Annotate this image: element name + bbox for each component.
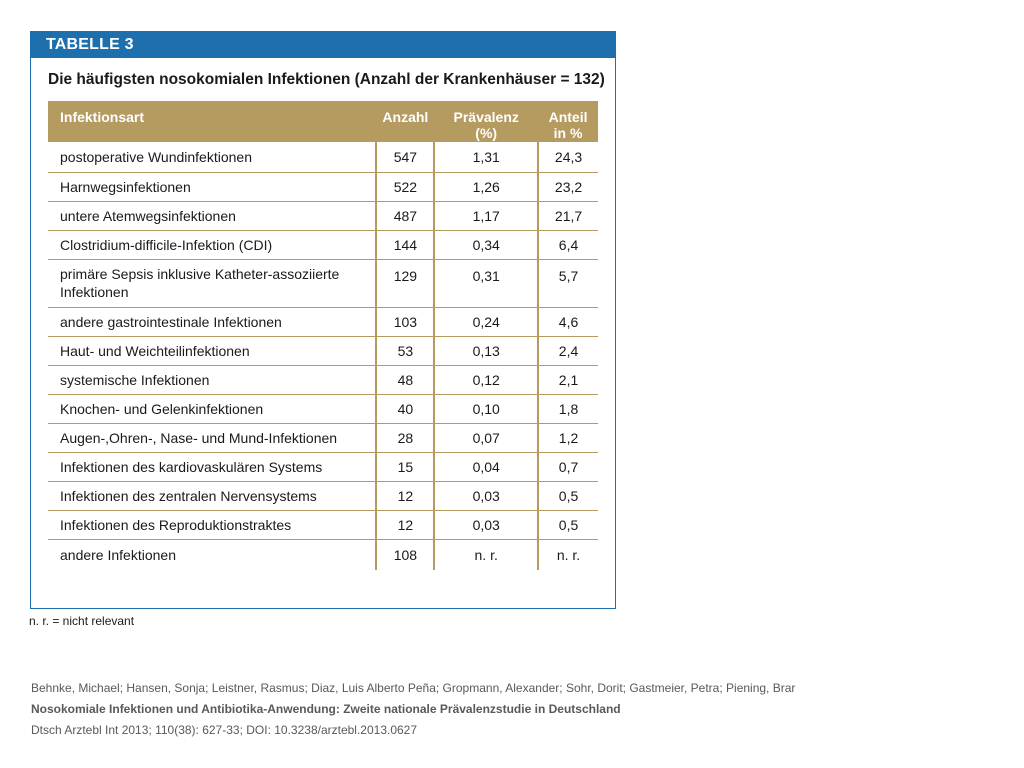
table-row: andere gastrointestinale Infektionen 103… (48, 307, 598, 337)
cell-infektionsart: systemische Infektionen (48, 365, 377, 395)
cell-infektionsart: postoperative Wundinfektionen (48, 142, 377, 173)
cell-anzahl: 144 (375, 230, 435, 260)
cell-praevalenz: 0,03 (433, 510, 539, 540)
cell-praevalenz: 1,31 (433, 142, 539, 173)
table-row: Infektionen des zentralen Nervensystems … (48, 481, 598, 511)
cell-anteil: 2,1 (537, 365, 598, 395)
table-row: systemische Infektionen 48 0,12 2,1 (48, 365, 598, 395)
cell-anzahl: 547 (375, 142, 435, 173)
cell-infektionsart: andere gastrointestinale Infektionen (48, 307, 377, 337)
cell-anteil: 0,7 (537, 452, 598, 482)
cell-anteil: 1,2 (537, 423, 598, 453)
header-praevalenz: Prävalenz (%) (434, 101, 539, 142)
cell-anteil: 0,5 (537, 510, 598, 540)
cell-praevalenz: 0,13 (433, 336, 539, 366)
table-header-row: Infektionsart Anzahl Prävalenz (%) Antei… (48, 101, 598, 142)
citation-title: Nosokomiale Infektionen und Antibiotika-… (31, 702, 621, 716)
infections-table: Infektionsart Anzahl Prävalenz (%) Antei… (48, 101, 598, 570)
table-row: postoperative Wundinfektionen 547 1,31 2… (48, 142, 598, 173)
header-praevalenz-line1: Prävalenz (453, 109, 519, 125)
cell-praevalenz: 1,17 (433, 201, 539, 231)
table-row: Clostridium-difficile-Infektion (CDI) 14… (48, 230, 598, 260)
header-praevalenz-line2: (%) (475, 125, 498, 141)
header-anzahl: Anzahl (376, 101, 435, 142)
cell-praevalenz: 0,10 (433, 394, 539, 424)
table-row: primäre Sepsis inklusive Katheter-assozi… (48, 259, 598, 308)
cell-anteil: 2,4 (537, 336, 598, 366)
cell-anteil: 21,7 (537, 201, 598, 231)
table-row: andere Infektionen 108 n. r. n. r. (48, 539, 598, 570)
cell-praevalenz: 0,31 (433, 259, 539, 308)
table-row: Infektionen des kardiovaskulären Systems… (48, 452, 598, 482)
cell-praevalenz: 1,26 (433, 172, 539, 202)
header-infektionsart: Infektionsart (48, 101, 377, 142)
cell-praevalenz: n. r. (433, 539, 539, 570)
cell-infektionsart: Harnwegsinfektionen (48, 172, 377, 202)
cell-infektionsart: Augen-,Ohren-, Nase- und Mund-Infektione… (48, 423, 377, 453)
cell-anzahl: 522 (375, 172, 435, 202)
cell-anzahl: 487 (375, 201, 435, 231)
cell-anzahl: 48 (375, 365, 435, 395)
citation-source: Dtsch Arztebl Int 2013; 110(38): 627-33;… (31, 723, 418, 737)
cell-anzahl: 28 (375, 423, 435, 453)
cell-praevalenz: 0,07 (433, 423, 539, 453)
table-row: Infektionen des Reproduktionstraktes 12 … (48, 510, 598, 540)
table-row: Augen-,Ohren-, Nase- und Mund-Infektione… (48, 423, 598, 453)
cell-anteil: 1,8 (537, 394, 598, 424)
cell-infektionsart: Infektionen des Reproduktionstraktes (48, 510, 377, 540)
cell-praevalenz: 0,03 (433, 481, 539, 511)
cell-anzahl: 12 (375, 481, 435, 511)
table-row: untere Atemwegsinfektionen 487 1,17 21,7 (48, 201, 598, 231)
cell-praevalenz: 0,04 (433, 452, 539, 482)
table-banner: TABELLE 3 (30, 31, 616, 58)
cell-infektionsart: Knochen- und Gelenkinfektionen (48, 394, 377, 424)
cell-anteil: 23,2 (537, 172, 598, 202)
cell-praevalenz: 0,24 (433, 307, 539, 337)
cell-anzahl: 53 (375, 336, 435, 366)
cell-infektionsart: Haut- und Weichteilinfektionen (48, 336, 377, 366)
cell-anzahl: 108 (375, 539, 435, 570)
table-row: Knochen- und Gelenkinfektionen 40 0,10 1… (48, 394, 598, 424)
cell-anteil: 5,7 (537, 259, 598, 308)
table-figure: TABELLE 3 Die häufigsten nosokomialen In… (30, 31, 616, 609)
table-footnote: n. r. = nicht relevant (29, 614, 135, 628)
header-anteil: Anteil in % (538, 101, 598, 142)
cell-praevalenz: 0,34 (433, 230, 539, 260)
table-row: Harnwegsinfektionen 522 1,26 23,2 (48, 172, 598, 202)
cell-anzahl: 103 (375, 307, 435, 337)
cell-anzahl: 129 (375, 259, 435, 308)
citation-authors: Behnke, Michael; Hansen, Sonja; Leistner… (31, 681, 796, 695)
cell-anteil: 24,3 (537, 142, 598, 173)
cell-anteil: 4,6 (537, 307, 598, 337)
cell-anzahl: 12 (375, 510, 435, 540)
cell-anteil: 6,4 (537, 230, 598, 260)
cell-anzahl: 40 (375, 394, 435, 424)
cell-infektionsart: untere Atemwegsinfektionen (48, 201, 377, 231)
cell-anzahl: 15 (375, 452, 435, 482)
cell-infektionsart: andere Infektionen (60, 546, 176, 563)
cell-anteil: 0,5 (537, 481, 598, 511)
table-title: Die häufigsten nosokomialen Infektionen … (48, 71, 605, 88)
cell-infektionsart: Infektionen des zentralen Nervensystems (48, 481, 377, 511)
cell-infektionsart: Infektionen des kardiovaskulären Systems (48, 452, 377, 482)
cell-anteil: n. r. (537, 539, 598, 570)
cell-infektionsart: primäre Sepsis inklusive Katheter-assozi… (48, 259, 377, 308)
header-anteil-line1: Anteil (548, 109, 588, 125)
citation-block: Behnke, Michael; Hansen, Sonja; Leistner… (31, 678, 795, 741)
header-anteil-line2: in % (553, 125, 583, 141)
cell-praevalenz: 0,12 (433, 365, 539, 395)
cell-infektionsart: Clostridium-difficile-Infektion (CDI) (48, 230, 377, 260)
table-row: Haut- und Weichteilinfektionen 53 0,13 2… (48, 336, 598, 366)
